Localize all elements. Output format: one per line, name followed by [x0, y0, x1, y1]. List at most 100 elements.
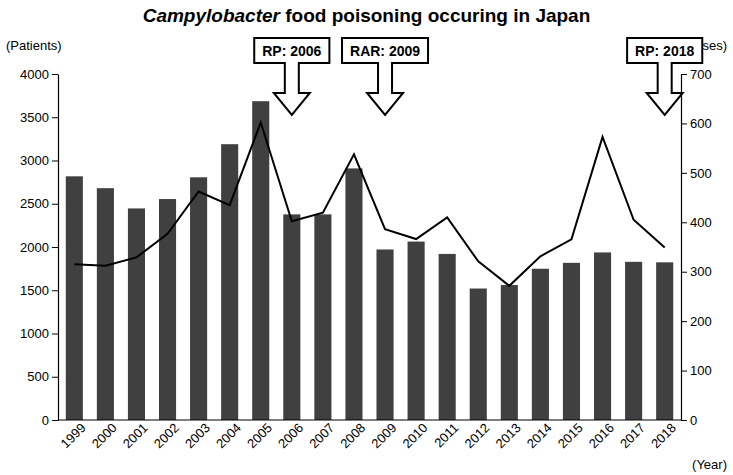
tick-label: 2012: [462, 420, 493, 451]
bar: [439, 254, 456, 420]
axis-yticks: 05001000150020002500300035004000: [20, 67, 58, 428]
tick: 2008: [337, 420, 368, 451]
tick-mark: [681, 420, 687, 421]
tick-label: 2002: [151, 420, 182, 451]
tick: 4000: [20, 67, 58, 82]
tick-label: 600: [690, 116, 712, 131]
bar: [532, 269, 549, 420]
y-axis-title: (Patients): [6, 38, 62, 53]
tick-label: 2009: [368, 420, 399, 451]
tick-mark: [681, 123, 687, 124]
tick-label: 2015: [555, 420, 586, 451]
tick-label: 0: [690, 413, 697, 428]
axis-line: [58, 419, 681, 420]
annotation-text: RP: 2006: [262, 43, 321, 59]
tick: 2007: [306, 420, 337, 451]
tick-label: 3000: [20, 153, 49, 168]
bar: [252, 101, 269, 420]
line: [74, 123, 664, 286]
tick-mark: [52, 334, 58, 335]
tick-label: 200: [690, 314, 712, 329]
bar: [190, 177, 207, 420]
tick: 200: [681, 314, 712, 329]
tick: 2500: [20, 196, 58, 211]
tick-label: 2011: [431, 420, 461, 450]
tick-label: 2003: [182, 420, 213, 451]
tick-mark: [52, 247, 58, 248]
bar: [66, 176, 83, 420]
tick-label: 2010: [399, 420, 430, 451]
x-axis-title: (Year): [692, 457, 727, 472]
bar: [501, 285, 518, 420]
tick: 2000: [89, 420, 120, 451]
tick-label: 700: [690, 67, 712, 82]
annotation-text: RAR: 2009: [350, 43, 420, 59]
tick-label: 2013: [493, 420, 524, 451]
tick-mark: [681, 173, 687, 174]
bar: [470, 289, 487, 420]
tick-mark: [681, 371, 687, 372]
tick: 2018: [648, 420, 679, 451]
plot-marks: [66, 101, 673, 420]
tick-label: 2018: [648, 420, 679, 451]
tick-label: 2008: [337, 420, 368, 451]
tick: 600: [681, 116, 712, 131]
tick: 2010: [399, 420, 430, 451]
tick: 700: [681, 67, 712, 82]
tick-label: 1999: [58, 420, 89, 451]
bar: [594, 252, 611, 420]
tick-label: 2000: [20, 240, 49, 255]
tick: 3000: [20, 153, 58, 168]
tick: 2004: [213, 420, 244, 451]
tick: 2011: [431, 420, 461, 450]
bar: [625, 262, 642, 420]
bar: [656, 262, 673, 420]
tick: 0: [42, 413, 58, 428]
tick-mark: [681, 74, 687, 75]
tick-label: 3500: [20, 110, 49, 125]
tick: 2005: [244, 420, 275, 451]
tick-label: 400: [690, 215, 712, 230]
callout-shape: [254, 38, 329, 115]
bar: [408, 242, 425, 420]
callout: RAR: 2009: [342, 38, 428, 115]
tick-label: 100: [690, 363, 712, 378]
axis-line: [681, 75, 682, 421]
tick-label: 2005: [244, 420, 275, 451]
tick: 2009: [368, 420, 399, 451]
bar: [563, 263, 580, 420]
tick-mark: [52, 117, 58, 118]
bar: [376, 249, 393, 420]
tick-mark: [52, 290, 58, 291]
tick: 3500: [20, 110, 58, 125]
tick-label: 2017: [617, 420, 648, 451]
tick-mark: [681, 272, 687, 273]
tick: 100: [681, 363, 712, 378]
tick-label: 500: [27, 369, 49, 384]
bar: [97, 188, 114, 420]
tick: 300: [681, 264, 712, 279]
tick-label: 2500: [20, 196, 49, 211]
tick-mark: [52, 204, 58, 205]
tick-label: 2004: [213, 420, 244, 451]
tick-label: 500: [690, 166, 712, 181]
tick-label: 2014: [524, 420, 555, 451]
axis-line: [58, 75, 59, 421]
bar: [314, 214, 331, 420]
tick: 1500: [20, 283, 58, 298]
axis-x: 1999200020012002200320042005200620072008…: [58, 420, 681, 451]
callout-shape: [627, 38, 702, 115]
tick-label: 2001: [120, 420, 151, 451]
tick: 2003: [182, 420, 213, 451]
tick: 2000: [20, 240, 58, 255]
tick-mark: [52, 420, 58, 421]
tick: 1999: [58, 420, 89, 451]
tick-label: 2000: [89, 420, 120, 451]
axis-y2ticks: 0 100 200 300 400 500 600 700: [681, 67, 712, 428]
tick: 2015: [555, 420, 586, 451]
tick-label: 300: [690, 264, 712, 279]
tick: 2013: [493, 420, 524, 451]
bar: [283, 214, 300, 420]
tick-label: 4000: [20, 67, 49, 82]
tick-mark: [681, 222, 687, 223]
